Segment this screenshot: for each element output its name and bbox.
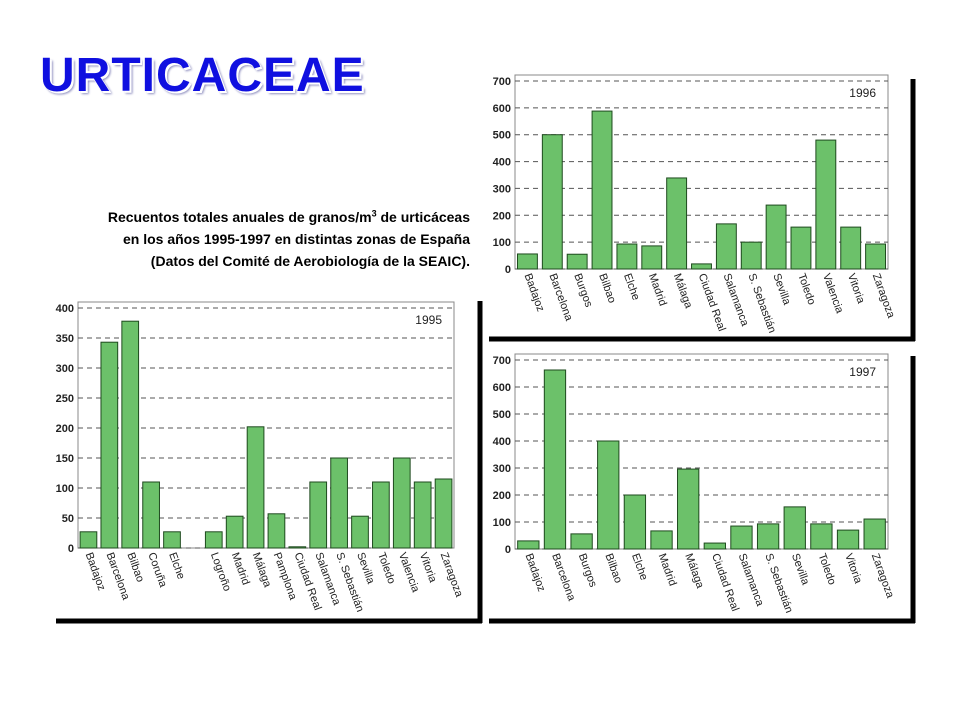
y-tick-label: 700 bbox=[493, 76, 511, 88]
y-tick-label: 100 bbox=[493, 237, 511, 249]
bar bbox=[691, 263, 712, 270]
y-tick-label: 150 bbox=[56, 453, 74, 465]
y-tick-label: 700 bbox=[493, 355, 511, 367]
bar bbox=[142, 481, 160, 549]
y-tick-label: 600 bbox=[493, 103, 511, 115]
bar bbox=[392, 457, 411, 549]
bar bbox=[703, 542, 726, 550]
bar bbox=[246, 426, 265, 549]
bar bbox=[865, 243, 887, 270]
bar bbox=[225, 515, 244, 549]
y-tick-label: 600 bbox=[493, 382, 511, 394]
bar bbox=[204, 531, 223, 549]
y-tick-label: 200 bbox=[493, 490, 511, 502]
bar bbox=[570, 533, 593, 550]
bar bbox=[288, 546, 307, 549]
bar bbox=[351, 515, 369, 549]
year-label: 1995 bbox=[415, 313, 442, 327]
chart: 0501001502002503003504001995BadajozBarce… bbox=[52, 297, 483, 624]
bar bbox=[121, 320, 140, 549]
y-tick-label: 300 bbox=[56, 363, 74, 375]
bar bbox=[666, 177, 688, 270]
bar bbox=[516, 253, 538, 270]
bar bbox=[413, 481, 432, 549]
y-tick-label: 400 bbox=[56, 303, 74, 315]
year-label: 1996 bbox=[849, 86, 876, 100]
bar bbox=[623, 494, 647, 550]
bar bbox=[677, 468, 700, 550]
bar bbox=[543, 369, 567, 550]
bar bbox=[715, 223, 737, 270]
bar bbox=[541, 134, 563, 270]
year-label: 1997 bbox=[849, 365, 876, 379]
y-tick-label: 350 bbox=[56, 333, 74, 345]
bar bbox=[740, 241, 762, 270]
bar bbox=[641, 245, 663, 270]
y-tick-label: 250 bbox=[56, 393, 74, 405]
y-tick-label: 200 bbox=[493, 210, 511, 222]
bar bbox=[79, 531, 98, 549]
caption-sup: 3 bbox=[371, 208, 377, 219]
bar bbox=[756, 523, 780, 550]
y-tick-label: 400 bbox=[493, 436, 511, 448]
slide-title: URTICACEAE bbox=[40, 49, 365, 102]
bar bbox=[566, 253, 588, 270]
bar bbox=[163, 531, 181, 549]
bar bbox=[517, 540, 540, 550]
bar bbox=[790, 226, 812, 270]
y-tick-label: 100 bbox=[56, 483, 74, 495]
bar bbox=[765, 204, 787, 270]
y-tick-label: 200 bbox=[56, 423, 74, 435]
bar bbox=[330, 457, 348, 549]
y-tick-label: 300 bbox=[493, 183, 511, 195]
y-tick-label: 0 bbox=[68, 543, 74, 555]
y-tick-label: 50 bbox=[62, 513, 74, 525]
bar bbox=[591, 110, 613, 270]
y-tick-label: 400 bbox=[493, 157, 511, 169]
plot-area bbox=[514, 353, 889, 550]
bar bbox=[863, 518, 886, 550]
bar bbox=[840, 226, 862, 270]
bar bbox=[309, 481, 328, 549]
bar bbox=[616, 243, 638, 270]
plot-area bbox=[77, 301, 455, 549]
y-tick-label: 500 bbox=[493, 130, 511, 142]
bar bbox=[650, 530, 673, 550]
caption: Recuentos totales anuales de granos/m3 d… bbox=[88, 206, 470, 272]
bar bbox=[836, 529, 860, 550]
y-tick-label: 500 bbox=[493, 409, 511, 421]
y-tick-label: 0 bbox=[505, 264, 511, 276]
caption-text: de urticáceas en los años 1995-1997 en d… bbox=[122, 209, 470, 269]
bar bbox=[730, 525, 753, 550]
bar bbox=[267, 513, 286, 549]
bar bbox=[815, 139, 837, 270]
y-tick-label: 0 bbox=[505, 544, 511, 556]
y-tick-label: 300 bbox=[493, 463, 511, 475]
bar bbox=[810, 523, 833, 550]
y-tick-label: 100 bbox=[493, 517, 511, 529]
bar bbox=[783, 506, 806, 550]
bar bbox=[100, 341, 119, 549]
bar bbox=[597, 440, 620, 550]
bar bbox=[372, 481, 390, 549]
bar bbox=[434, 478, 453, 549]
caption-text: Recuentos totales anuales de granos/m bbox=[107, 209, 372, 225]
